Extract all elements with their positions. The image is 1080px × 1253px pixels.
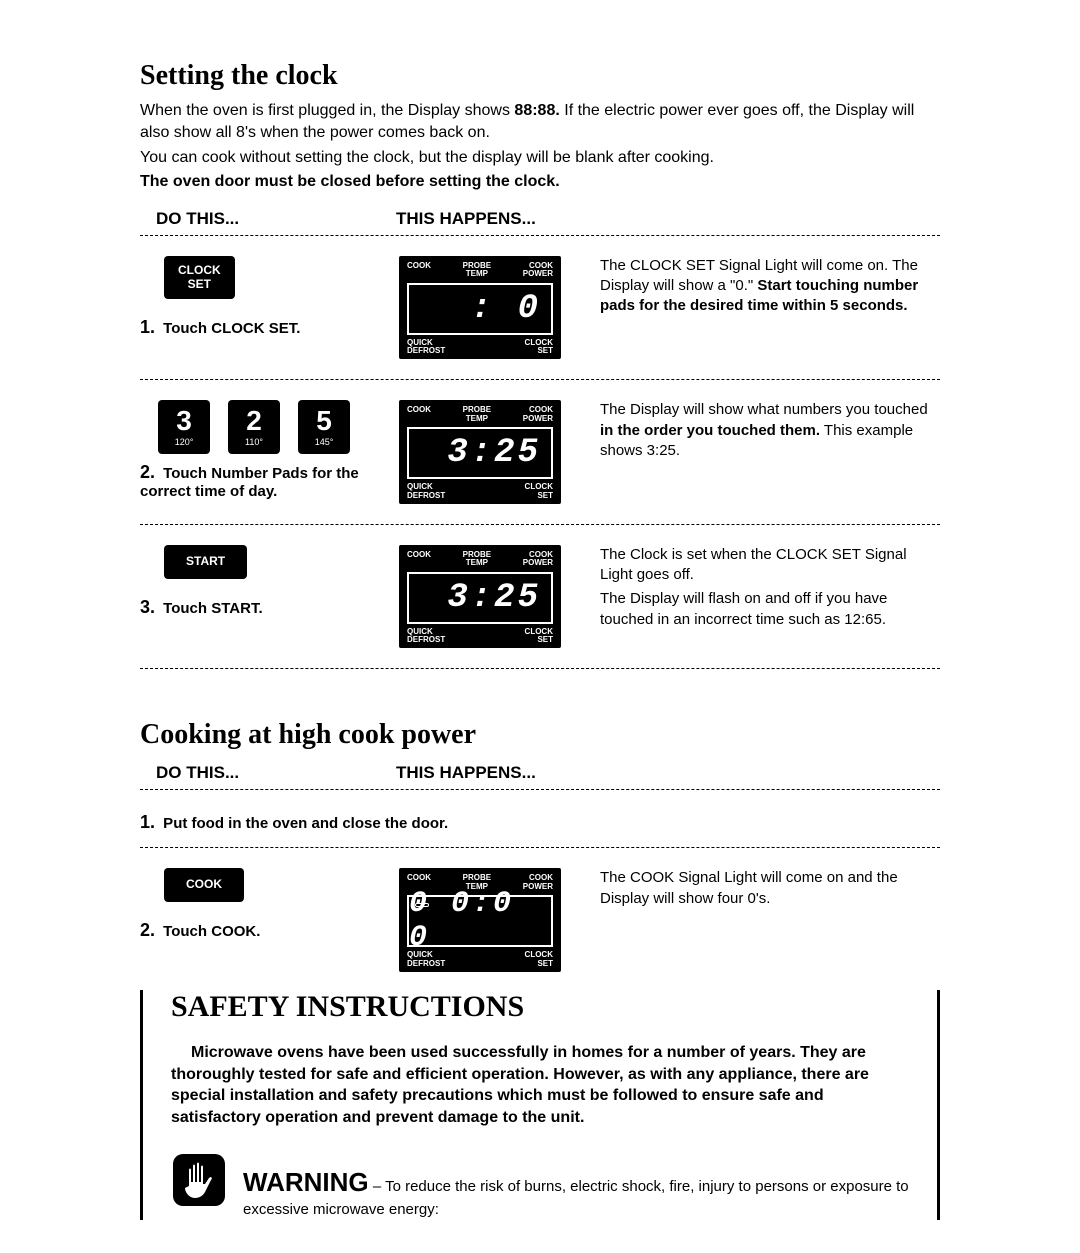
panel-lbl-cookpower: COOK POWER bbox=[523, 551, 553, 568]
section1-intro1: When the oven is first plugged in, the D… bbox=[140, 100, 940, 143]
step-text: Touch CLOCK SET. bbox=[159, 320, 300, 337]
pad-d: 145° bbox=[315, 437, 334, 447]
pad-d: 120° bbox=[175, 437, 194, 447]
panel-lbl-cook: COOK bbox=[407, 262, 431, 279]
col-do-2: DO THIS... bbox=[140, 763, 390, 783]
intro1a: When the oven is first plugged in, the D… bbox=[140, 102, 514, 119]
warning-row: WARNING – To reduce the risk of burns, e… bbox=[143, 1152, 917, 1219]
display-value-2: 3:25 bbox=[447, 434, 541, 472]
txt-bold: in the order you touched them. bbox=[600, 422, 820, 439]
rule bbox=[140, 668, 940, 669]
panel-lbl-cookpower: COOK POWER bbox=[523, 262, 553, 279]
col-headers-2: DO THIS... THIS HAPPENS... bbox=[140, 763, 940, 783]
display-panel-4: COOK PROBE TEMP COOK POWER 0 0:0 0 QUICK… bbox=[399, 868, 561, 972]
panel-lbl-cook: COOK bbox=[407, 551, 431, 568]
rule bbox=[140, 379, 940, 380]
display-value-1: : 0 bbox=[471, 290, 541, 328]
display-value-3: 3:25 bbox=[447, 579, 541, 617]
s2-step2-label: 2. Touch COOK. bbox=[140, 920, 390, 941]
step1-desc: The CLOCK SET Signal Light will come on.… bbox=[570, 256, 940, 317]
safety-title: SAFETY INSTRUCTIONS bbox=[171, 990, 917, 1024]
btn-line: SET bbox=[188, 278, 211, 292]
step-row-3: START 3. Touch START. COOK PROBE TEMP CO… bbox=[140, 531, 940, 663]
s2-step1: 1. Put food in the oven and close the do… bbox=[140, 796, 940, 841]
panel-lbl-cookpower: COOK POWER bbox=[523, 406, 553, 423]
warning-text: WARNING – To reduce the risk of burns, e… bbox=[243, 1152, 917, 1219]
btn-line: START bbox=[186, 555, 225, 569]
step-row-2: 3 120° 2 110° 5 145° 2. Touch Number Pad… bbox=[140, 386, 940, 518]
s2-step2-desc: The COOK Signal Light will come on and t… bbox=[570, 868, 940, 909]
num-pad-3: 3 120° bbox=[158, 400, 210, 454]
panel-lbl-probe: PROBE TEMP bbox=[463, 262, 491, 279]
btn-line: CLOCK bbox=[178, 264, 221, 278]
section-cooking-high-power: Cooking at high cook power DO THIS... TH… bbox=[140, 719, 940, 986]
panel-lbl-probe: PROBE TEMP bbox=[463, 406, 491, 423]
display-panel-2: COOK PROBE TEMP COOK POWER 3:25 QUICK DE… bbox=[399, 400, 561, 504]
txt: The Display will flash on and off if you… bbox=[600, 589, 940, 630]
warning-big: WARNING bbox=[243, 1167, 369, 1197]
cook-button: COOK bbox=[164, 868, 244, 902]
panel-lbl-cook: COOK bbox=[407, 406, 431, 423]
rule bbox=[140, 235, 940, 236]
section2-title: Cooking at high cook power bbox=[140, 719, 940, 751]
pad-n: 2 bbox=[246, 407, 262, 435]
num-pad-2: 2 110° bbox=[228, 400, 280, 454]
rule bbox=[140, 524, 940, 525]
col-happens-2: THIS HAPPENS... bbox=[390, 763, 536, 783]
number-pads: 3 120° 2 110° 5 145° bbox=[158, 400, 390, 454]
pad-n: 3 bbox=[176, 407, 192, 435]
step-row-1: CLOCK SET 1. Touch CLOCK SET. COOK PROBE… bbox=[140, 242, 940, 374]
panel-lbl-qd: QUICK DEFROST bbox=[407, 628, 445, 645]
step2-label: 2. Touch Number Pads for the correct tim… bbox=[140, 462, 390, 500]
safety-body: Microwave ovens have been used successfu… bbox=[143, 1042, 917, 1128]
panel-lbl-qd: QUICK DEFROST bbox=[407, 339, 445, 356]
panel-lbl-probe: PROBE TEMP bbox=[463, 551, 491, 568]
pad-d: 110° bbox=[245, 437, 263, 447]
step-num: 1. bbox=[140, 812, 155, 832]
step-text: Touch START. bbox=[159, 600, 263, 617]
pad-n: 5 bbox=[316, 407, 332, 435]
rule bbox=[140, 789, 940, 790]
cook-indicator-icon bbox=[415, 903, 429, 907]
step1-label: 1. Touch CLOCK SET. bbox=[140, 317, 390, 338]
section1-intro2: You can cook without setting the clock, … bbox=[140, 147, 940, 169]
step-num: 1. bbox=[140, 317, 155, 337]
num-pad-5: 5 145° bbox=[298, 400, 350, 454]
panel-lbl-cs: CLOCK SET bbox=[525, 483, 553, 500]
display-panel-3: COOK PROBE TEMP COOK POWER 3:25 QUICK DE… bbox=[399, 545, 561, 649]
section1-intro3: The oven door must be closed before sett… bbox=[140, 173, 940, 191]
section1-title: Setting the clock bbox=[140, 60, 940, 92]
col-do-1: DO THIS... bbox=[140, 209, 390, 229]
display-panel-1: COOK PROBE TEMP COOK POWER : 0 QUICK DEF… bbox=[399, 256, 561, 360]
s2-step2: COOK 2. Touch COOK. COOK PROBE TEMP COOK… bbox=[140, 854, 940, 986]
panel-lbl-qd: QUICK DEFROST bbox=[407, 483, 445, 500]
step-num: 2. bbox=[140, 462, 155, 482]
step3-label: 3. Touch START. bbox=[140, 597, 390, 618]
rule bbox=[140, 847, 940, 848]
btn-line: COOK bbox=[186, 878, 222, 892]
panel-lbl-cs: CLOCK SET bbox=[525, 339, 553, 356]
step-num: 3. bbox=[140, 597, 155, 617]
section-setting-clock: Setting the clock When the oven is first… bbox=[140, 60, 940, 669]
hand-stop-icon bbox=[171, 1152, 227, 1208]
step-text: Touch Number Pads for the correct time o… bbox=[140, 465, 359, 500]
txt: The Display will show what numbers you t… bbox=[600, 401, 928, 418]
safety-section: SAFETY INSTRUCTIONS Microwave ovens have… bbox=[140, 990, 940, 1220]
col-headers-1: DO THIS... THIS HAPPENS... bbox=[140, 209, 940, 229]
step-text: Touch COOK. bbox=[159, 923, 260, 940]
step-num: 2. bbox=[140, 920, 155, 940]
step2-desc: The Display will show what numbers you t… bbox=[570, 400, 940, 461]
s2-step1-label: 1. Put food in the oven and close the do… bbox=[140, 812, 940, 833]
panel-lbl-cs: CLOCK SET bbox=[525, 628, 553, 645]
display-value-4: 0 0:0 0 bbox=[409, 887, 541, 955]
step3-desc: The Clock is set when the CLOCK SET Sign… bbox=[570, 545, 940, 630]
start-button: START bbox=[164, 545, 247, 579]
intro1b: 88:88. bbox=[514, 102, 559, 119]
col-happens-1: THIS HAPPENS... bbox=[390, 209, 536, 229]
step-text: Put food in the oven and close the door. bbox=[159, 815, 448, 832]
txt: The Clock is set when the CLOCK SET Sign… bbox=[600, 545, 940, 586]
clock-set-button: CLOCK SET bbox=[164, 256, 235, 300]
